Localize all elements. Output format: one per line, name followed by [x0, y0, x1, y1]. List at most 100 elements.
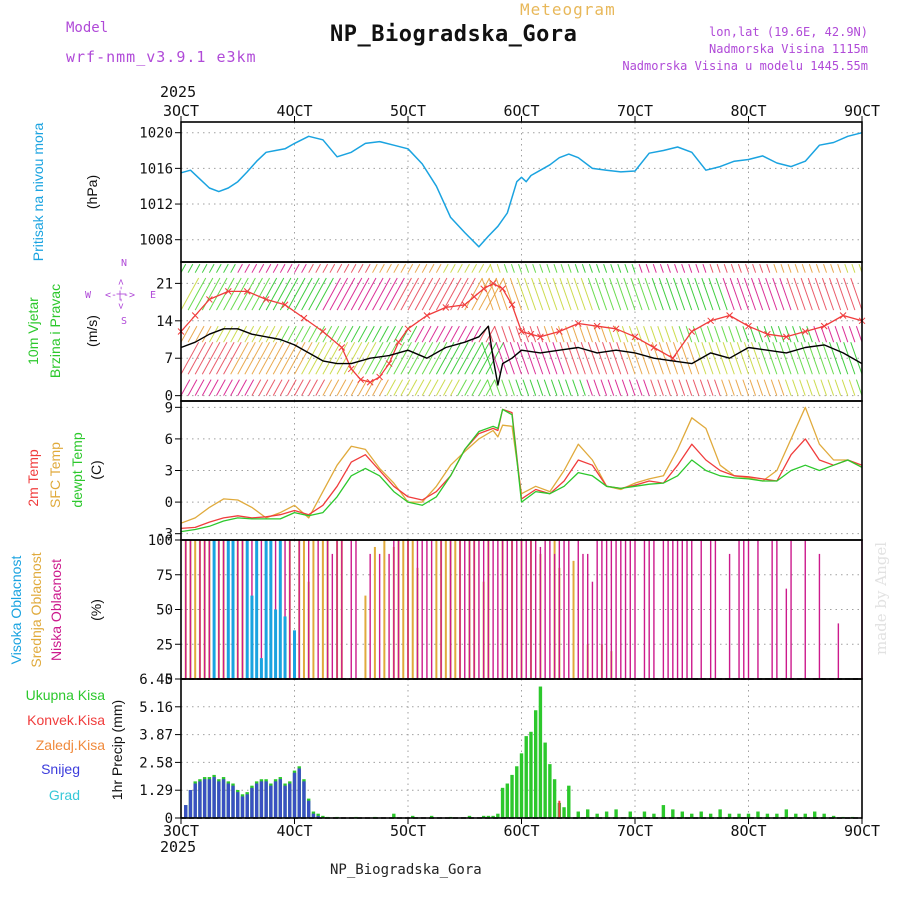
wind-gust-mark — [764, 330, 771, 338]
wind-barb — [230, 277, 249, 311]
wind-barb — [315, 277, 334, 311]
wind-barb — [414, 341, 434, 375]
wind-gust-mark — [262, 296, 270, 303]
wind-barb — [614, 379, 622, 396]
wind-barb — [735, 379, 742, 396]
wind-barb — [343, 379, 354, 396]
total-precip-bar — [496, 813, 500, 818]
wind-barb — [364, 277, 384, 311]
total-precip-bar — [392, 813, 396, 818]
wind-barb — [400, 263, 407, 273]
wind-barb — [428, 325, 439, 343]
wind-barb — [786, 277, 799, 311]
wind-barb — [529, 379, 537, 396]
wind-barb — [471, 325, 482, 343]
wind-barb — [644, 342, 657, 375]
high-cloud-bar — [255, 540, 259, 679]
y-tick-label: 1008 — [139, 233, 173, 249]
wind-barb — [837, 263, 842, 273]
wind-barb — [315, 341, 334, 375]
total-precip-bar — [538, 686, 543, 818]
wind-barb — [759, 263, 764, 273]
wind-barb — [329, 277, 349, 311]
compass-arrow-h: <-|-> — [105, 290, 135, 301]
wind-barb — [772, 277, 785, 311]
y-tick-label: 1012 — [139, 197, 173, 213]
cloud-title-low: Niska Oblacnost — [48, 559, 64, 661]
wind-barb — [752, 263, 757, 273]
wind-gust-mark — [206, 296, 213, 303]
wind-barb — [834, 325, 842, 343]
wind-barb — [272, 379, 283, 396]
total-precip-bar — [614, 809, 618, 818]
x-tick-label-bottom: 5OCT — [390, 822, 426, 840]
y-tick-label: 21 — [156, 276, 173, 292]
wind-barb — [708, 277, 721, 311]
low-cloud-bar — [629, 540, 631, 679]
precip-title-hail: Grad — [49, 787, 80, 803]
mid-cloud-bar — [373, 546, 376, 679]
wind-barb — [435, 277, 455, 311]
wind-barb — [279, 263, 286, 273]
wind-barb — [386, 379, 396, 396]
total-precip-bar — [813, 811, 817, 818]
wind-barb — [594, 277, 608, 311]
low-cloud-bar — [757, 540, 759, 679]
wind-barb — [518, 263, 522, 273]
wind-barb — [539, 263, 544, 273]
sfc-temp-line — [180, 406, 863, 524]
wind-barb — [435, 379, 446, 396]
panel-frame — [180, 121, 863, 263]
wind-barb — [435, 325, 446, 343]
total-precip-bar — [548, 764, 552, 818]
wind-barb — [780, 263, 785, 273]
wind-gust-mark — [745, 322, 752, 330]
low-cloud-bar — [464, 540, 466, 679]
wind-barb — [729, 277, 742, 311]
snow-bar — [184, 805, 188, 818]
wind-barb — [208, 341, 228, 375]
wind-barb — [180, 277, 200, 311]
wind-barb — [678, 379, 686, 396]
wind-barb — [586, 325, 593, 343]
wind-barb — [667, 263, 671, 273]
wind-barb — [766, 263, 771, 273]
wind-barb — [830, 263, 835, 273]
wind-barb — [714, 325, 721, 343]
y-tick-label: 1.29 — [139, 783, 173, 799]
wind-barb — [187, 325, 198, 343]
low-cloud-bar — [610, 540, 613, 679]
x-tick-label-top: 7OCT — [617, 102, 653, 120]
low-cloud-bar — [643, 540, 646, 679]
wind-gust-mark — [508, 301, 516, 309]
wind-barb — [501, 379, 508, 396]
wind-barb — [258, 325, 269, 343]
wind-barb — [194, 379, 205, 396]
x-tick-label-top: 9OCT — [844, 102, 880, 120]
wind-barb — [279, 277, 299, 311]
wind-barb — [421, 263, 428, 273]
precip-ylabel: 1hr Precip (mm) — [109, 700, 125, 800]
wind-barb — [779, 342, 792, 375]
wind-barb — [496, 263, 501, 273]
x-tick-label-bottom: 3OCT — [163, 822, 199, 840]
wind-barb — [680, 277, 693, 311]
wind-barb — [443, 341, 462, 375]
wind-barb — [552, 277, 565, 311]
wind-gust-mark — [300, 314, 308, 322]
wind-barb — [579, 379, 586, 396]
wind-gust-mark — [612, 325, 620, 333]
wind-barb — [343, 263, 350, 273]
wind-barb — [457, 379, 467, 396]
wind-barb — [194, 325, 205, 343]
wind-barb — [372, 379, 382, 396]
wind-barb — [308, 277, 327, 311]
wind-barb — [834, 379, 842, 396]
wind-barb — [787, 263, 792, 273]
wind-barb — [630, 277, 643, 311]
total-precip-bar — [505, 783, 510, 818]
precip-title-snow: Snijeg — [41, 761, 80, 777]
wind-barb — [848, 379, 856, 396]
y-tick-label: 0 — [165, 389, 173, 405]
wind-barb — [848, 325, 856, 343]
